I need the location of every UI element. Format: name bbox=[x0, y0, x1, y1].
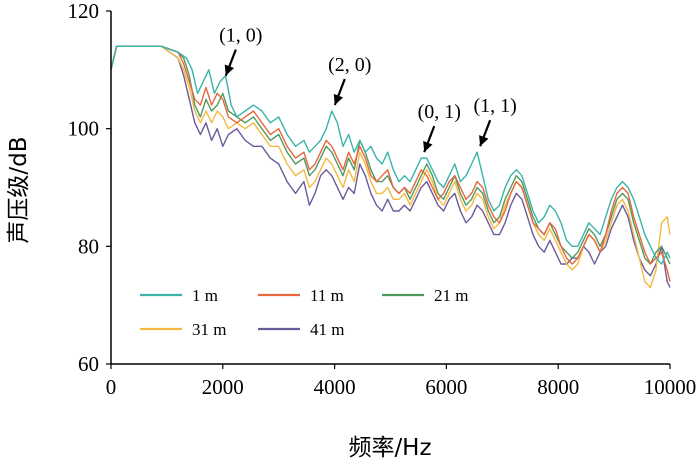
annotation-label: (1, 0) bbox=[219, 25, 262, 47]
series-line-21m bbox=[110, 45, 671, 265]
x-tick-label: 0 bbox=[106, 375, 117, 399]
y-axis-title: 声压级/dB bbox=[6, 136, 32, 243]
series-line-11m bbox=[110, 45, 671, 282]
x-axis-title: 频率/Hz bbox=[348, 435, 431, 461]
series-line-1m bbox=[110, 45, 671, 265]
legend-label: 31 m bbox=[192, 320, 226, 339]
annotation-label: (1, 1) bbox=[473, 95, 516, 117]
annotation-arrowhead bbox=[333, 93, 344, 106]
x-tick-label: 2000 bbox=[202, 375, 244, 399]
legend-label: 1 m bbox=[192, 286, 218, 305]
legend-label: 11 m bbox=[310, 286, 344, 305]
x-tick-label: 8000 bbox=[537, 375, 579, 399]
legend-label: 41 m bbox=[310, 320, 344, 339]
annotations: (1, 0) (2, 0) (0, 1) (1, 1) bbox=[219, 25, 517, 153]
annotation-label: (0, 1) bbox=[418, 101, 461, 123]
y-tick-label: 60 bbox=[78, 352, 99, 376]
y-tick-label: 80 bbox=[78, 234, 99, 258]
x-tick-label: 4000 bbox=[314, 375, 356, 399]
axes bbox=[110, 11, 670, 365]
x-tick-label: 10000 bbox=[644, 375, 697, 399]
annotation-arrowhead bbox=[423, 140, 433, 153]
annotation-arrowhead bbox=[479, 135, 489, 147]
y-tick-label: 100 bbox=[68, 117, 100, 141]
annotation-arrowhead bbox=[224, 64, 235, 76]
series-layer bbox=[110, 45, 671, 289]
annotation-label: (2, 0) bbox=[328, 54, 371, 76]
y-tick-label: 120 bbox=[68, 0, 100, 23]
ticks: 0 2000 4000 6000 8000 10000 60 80 100 120 bbox=[68, 0, 697, 399]
legend: 1 m 11 m 21 m 31 m 41 m bbox=[140, 286, 468, 339]
x-tick-label: 6000 bbox=[425, 375, 467, 399]
series-line-41m bbox=[110, 45, 671, 288]
legend-label: 21 m bbox=[434, 286, 468, 305]
